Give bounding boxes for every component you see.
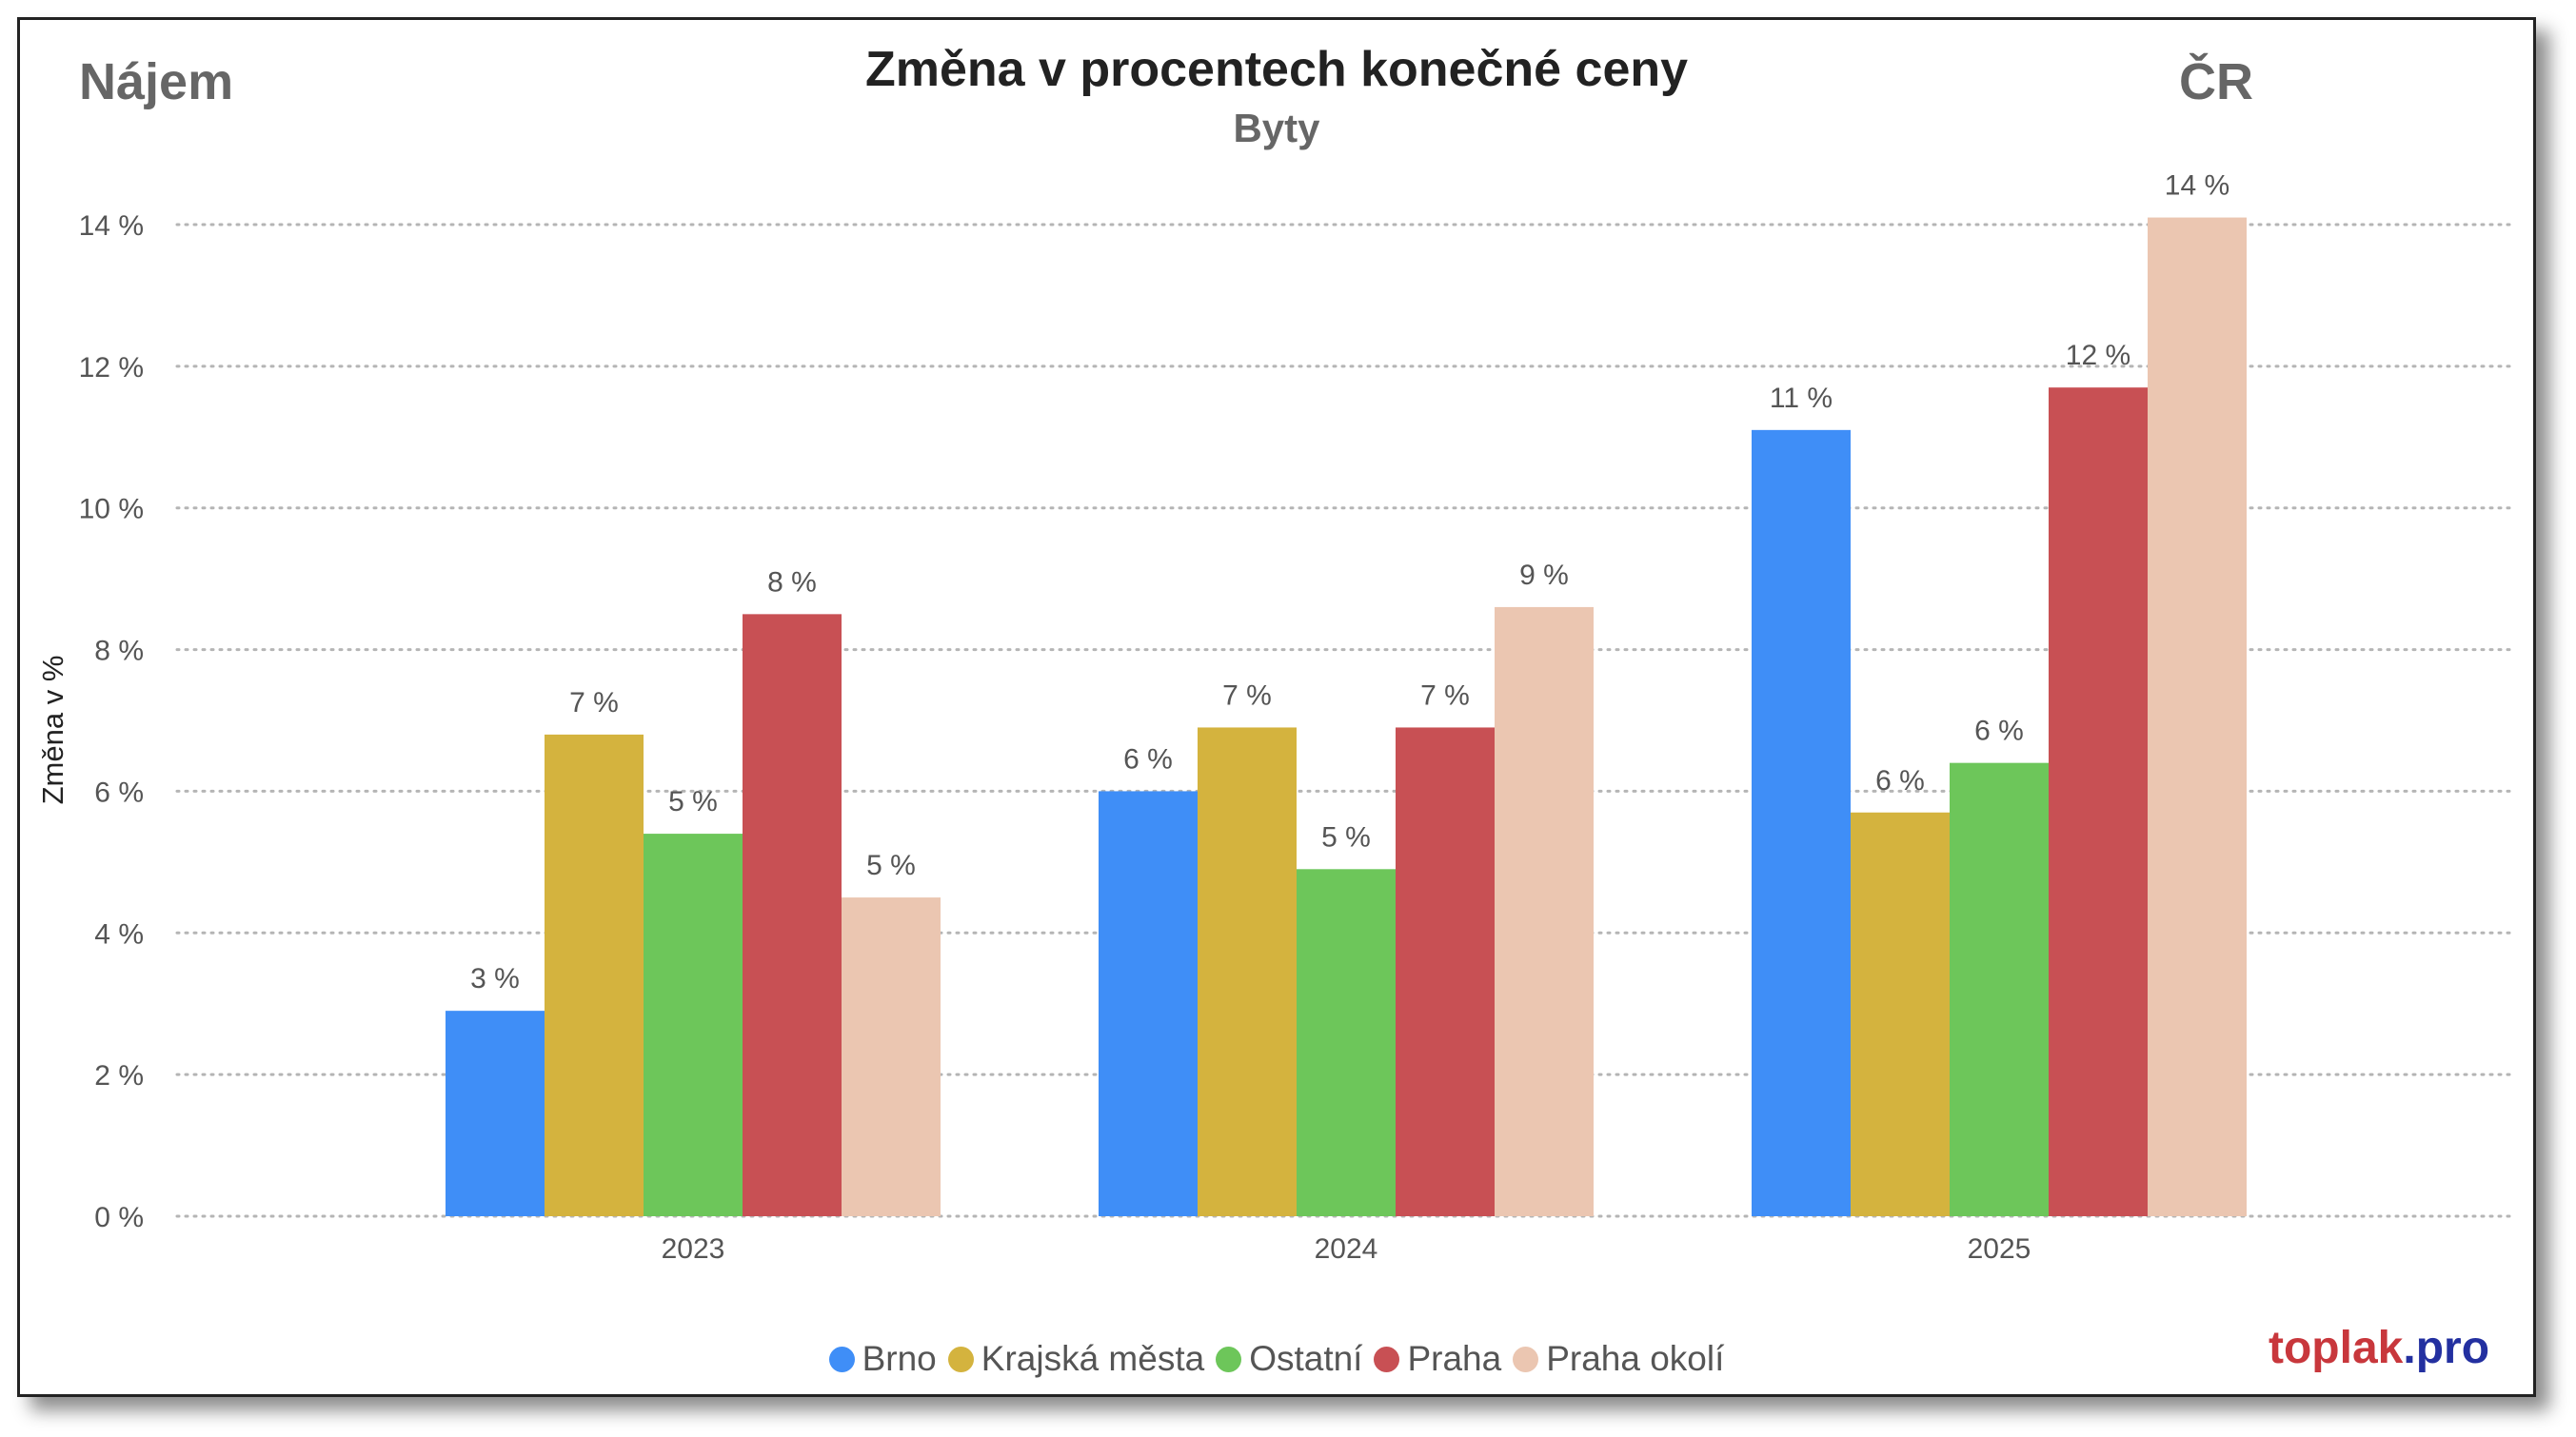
bar-chart: 0 % 2 % 4 % 6 % 8 % 10 % 12 % 14 % Změna v % 3 % 7… — [36, 170, 2516, 1265]
data-label: 6 % — [1875, 765, 1925, 797]
data-label: 11 % — [1770, 383, 1833, 414]
bar — [446, 1011, 545, 1216]
y-tick-label: 14 % — [79, 210, 144, 242]
chart-frame: Nájem ČR Změna v procentech konečné ceny… — [17, 17, 2536, 1397]
bar — [545, 734, 644, 1216]
legend-item[interactable]: Brno — [828, 1339, 937, 1379]
x-tick-label: 2023 — [662, 1233, 725, 1265]
legend-label: Krajská města — [981, 1339, 1205, 1378]
data-label: 6 % — [1123, 743, 1173, 775]
bar — [644, 834, 743, 1216]
data-label: 5 % — [1321, 821, 1371, 853]
y-tick-label: 10 % — [79, 494, 144, 525]
country-label: ČR — [2179, 53, 2253, 110]
x-tick-label: 2024 — [1315, 1233, 1378, 1265]
bar — [743, 614, 842, 1216]
data-label: 5 % — [668, 786, 718, 817]
bar — [2049, 387, 2148, 1217]
data-label: 12 % — [2066, 340, 2130, 371]
legend-label: Praha okolí — [1546, 1339, 1725, 1378]
bar — [2148, 217, 2247, 1217]
data-label: 9 % — [1519, 560, 1569, 591]
legend-item[interactable]: Praha — [1374, 1339, 1501, 1379]
y-tick-label: 12 % — [79, 352, 144, 384]
bar — [1099, 791, 1198, 1216]
legend-label: Praha — [1407, 1339, 1502, 1378]
brand-name: toplak — [2269, 1323, 2404, 1373]
legend-marker — [828, 1346, 855, 1372]
bar — [1851, 812, 1950, 1216]
bar — [1495, 606, 1594, 1216]
bar — [842, 897, 941, 1216]
brand-logo: toplak.pro — [2269, 1322, 2489, 1374]
bar — [1950, 762, 2049, 1216]
y-tick-label: 0 % — [94, 1202, 144, 1233]
data-label: 3 % — [470, 963, 520, 994]
legend-marker — [947, 1346, 974, 1372]
data-label: 5 % — [866, 850, 916, 881]
legend-marker — [1216, 1346, 1242, 1372]
y-tick-label: 4 % — [94, 918, 144, 950]
data-label: 8 % — [767, 566, 817, 598]
data-label: 14 % — [2165, 170, 2229, 202]
y-tick-label: 8 % — [94, 636, 144, 667]
bar — [1198, 727, 1297, 1216]
legend-item[interactable]: Krajská města — [947, 1339, 1205, 1379]
legend-item[interactable]: Ostatní — [1216, 1339, 1362, 1379]
chart-subtitle: Byty — [1233, 106, 1320, 150]
data-label: 7 % — [1420, 679, 1470, 711]
legend-marker — [1513, 1346, 1539, 1372]
brand-domain: .pro — [2403, 1323, 2490, 1373]
legend: Brno Krajská města Ostatní Praha Praha okolí — [20, 1339, 2533, 1379]
rental-label: Nájem — [79, 53, 234, 110]
chart-title: Změna v procentech konečné ceny — [864, 42, 1689, 97]
data-label: 7 % — [1222, 679, 1272, 711]
legend-label: Ostatní — [1249, 1339, 1363, 1378]
y-tick-label: 6 % — [94, 777, 144, 808]
data-label: 7 % — [569, 687, 619, 718]
legend-item[interactable]: Praha okolí — [1513, 1339, 1724, 1379]
legend-marker — [1374, 1346, 1400, 1372]
y-tick-label: 2 % — [94, 1060, 144, 1092]
y-axis-label: Změna v % — [36, 656, 69, 805]
data-label: 6 % — [1974, 716, 2024, 747]
bar — [1752, 429, 1851, 1216]
x-tick-label: 2025 — [1968, 1233, 2031, 1265]
legend-label: Brno — [862, 1339, 937, 1378]
bar — [1396, 727, 1495, 1216]
bar — [1297, 869, 1396, 1216]
